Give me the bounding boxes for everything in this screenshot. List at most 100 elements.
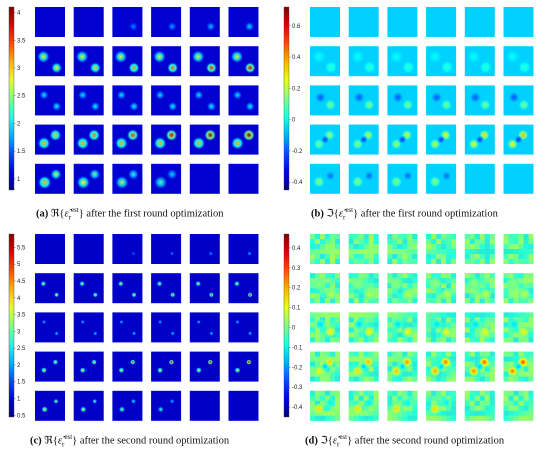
map-tile — [426, 273, 457, 304]
colorbar-tick-label: 0.3 — [292, 266, 301, 272]
caption-c: (c) ℜ{ε̂rest} after the second round opt… — [30, 433, 229, 449]
colorbar-tick-label: 0.1 — [292, 306, 301, 312]
map-tile — [387, 46, 418, 77]
map-tile — [112, 163, 143, 194]
colorbar-tick-label: 3 — [17, 329, 21, 335]
map-tile — [426, 351, 457, 382]
colorbar-tick-label: 0.2 — [292, 286, 301, 292]
map-tile — [73, 7, 104, 37]
map-tile — [503, 85, 534, 116]
map-tile — [228, 46, 259, 77]
map-tile — [73, 46, 104, 77]
caption-d-sym: ε̂ — [332, 435, 337, 447]
map-tile — [112, 234, 143, 264]
map-tile — [112, 273, 143, 304]
map-tile — [503, 273, 534, 304]
map-tile — [503, 163, 534, 194]
caption-a-letter: (a) — [36, 208, 49, 220]
caption-c-close: } — [72, 435, 78, 447]
map-tile — [387, 351, 418, 382]
map-tile — [112, 85, 143, 116]
map-tile — [464, 124, 495, 155]
colorbar-tick-label: 4.5 — [17, 279, 26, 285]
map-tile — [228, 312, 259, 343]
caption-d-close: } — [347, 435, 353, 447]
map-tile — [73, 390, 104, 421]
figure-c-grid: 5.5 5 4.5 4 3.5 3 2.5 2 1.5 1 0.5 — [8, 233, 259, 421]
map-tile — [189, 351, 220, 382]
map-tile — [189, 124, 220, 155]
colorbar-tick-label: 1.5 — [17, 149, 26, 155]
caption-c-text: after the second round optimization — [77, 435, 230, 447]
colorbar-tick-label: 1.5 — [17, 380, 26, 386]
map-tile — [503, 351, 534, 382]
map-tile — [348, 7, 379, 37]
map-tile — [310, 46, 340, 77]
colorbar-tick-label: 2 — [17, 121, 21, 127]
colorbar-tick-label: 0.4 — [292, 246, 301, 252]
map-tile — [35, 124, 65, 155]
map-tile — [151, 390, 182, 421]
map-tile — [426, 85, 457, 116]
map-tile — [348, 312, 379, 343]
map-tile — [464, 234, 495, 264]
figure-d-grid: 0.4 0.3 0.2 0.1 0 -0.1 -0.2 -0.3 -0.4 — [283, 233, 534, 421]
colorbar-tick-label: -0.1 — [292, 345, 303, 351]
caption-c-sym: ε̂ — [57, 435, 63, 447]
map-tile — [348, 273, 379, 304]
map-tile — [112, 124, 143, 155]
map-tile — [73, 273, 104, 304]
map-tile — [112, 390, 143, 421]
map-tile — [348, 46, 379, 77]
panel-a-real-round1: 4 3.5 3 2.5 2 1.5 1 (a) ℜ{ε̂rest} after the fi… — [0, 0, 275, 227]
caption-b-text: after the first round optimization — [358, 208, 498, 220]
map-tile — [151, 312, 182, 343]
map-tile — [426, 163, 457, 194]
map-tile — [464, 351, 495, 382]
map-tile — [35, 234, 65, 264]
map-tile — [189, 85, 220, 116]
map-tile — [464, 163, 495, 194]
map-tile — [503, 124, 534, 155]
map-tile — [189, 390, 220, 421]
caption-c-sub: r — [62, 440, 65, 449]
caption-b-sub: r — [342, 213, 346, 222]
caption-a-text: after the first round optimization — [83, 208, 224, 220]
map-tile — [503, 7, 534, 37]
colorbar-tick-label: 3.5 — [17, 38, 26, 44]
map-tile — [348, 234, 379, 264]
map-tile — [310, 273, 340, 304]
map-tile — [426, 7, 457, 37]
map-tile — [348, 85, 379, 116]
map-tile — [464, 273, 495, 304]
colorbar-a — [8, 6, 15, 191]
map-tile — [348, 351, 379, 382]
caption-a-sym: ε̂ — [64, 208, 69, 220]
colorbar-c — [8, 233, 15, 418]
map-tile — [35, 163, 65, 194]
map-tile — [228, 7, 259, 37]
caption-a-op: ℜ{ — [50, 208, 65, 220]
map-tile — [189, 46, 220, 77]
colorbar-tick-label: 0.5 — [17, 413, 26, 419]
figure-a-grid: 4 3.5 3 2.5 2 1.5 1 — [8, 6, 259, 194]
map-tile — [189, 163, 220, 194]
colorbar-tick-label: 0.6 — [292, 24, 301, 30]
map-tile — [228, 234, 259, 264]
map-tile — [426, 234, 457, 264]
caption-d: (d) ℑ{ε̂rest} after the second round opt… — [305, 433, 504, 449]
map-tile — [426, 46, 457, 77]
caption-d-text: after the second round optimization — [352, 435, 505, 447]
caption-d-letter: (d) — [305, 435, 318, 447]
colorbar-tick-label: 4 — [17, 11, 21, 17]
map-tile — [310, 85, 340, 116]
colorbar-tick-label: 0.4 — [292, 55, 301, 61]
map-tile — [387, 273, 418, 304]
map-tile — [348, 390, 379, 421]
map-tile — [35, 7, 65, 37]
colorbar-tick-label: 3.5 — [17, 313, 26, 319]
map-tile — [387, 85, 418, 116]
caption-d-op: ℑ{ — [320, 435, 333, 447]
map-tile — [503, 46, 534, 77]
colorbar-tick-label: 2.5 — [17, 346, 26, 352]
